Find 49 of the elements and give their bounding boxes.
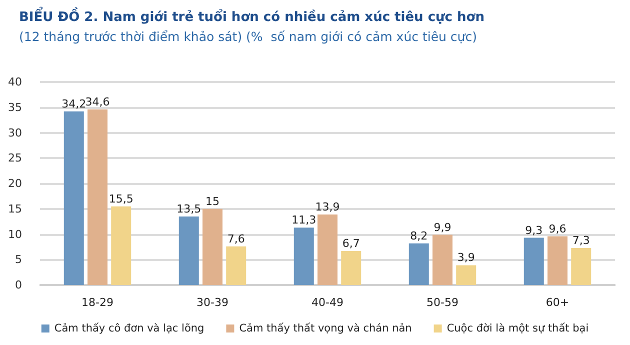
data-label: 9,3 bbox=[525, 224, 543, 237]
bar bbox=[88, 109, 108, 285]
y-tick-label: 20 bbox=[8, 177, 22, 190]
bar bbox=[432, 234, 452, 285]
legend-label: Cuộc đời là một sự thất bại bbox=[446, 322, 589, 334]
data-label: 9,9 bbox=[434, 220, 452, 234]
legend-label: Cảm thấy thất vọng và chán nản bbox=[239, 322, 412, 334]
data-label: 3,9 bbox=[457, 251, 475, 264]
bar bbox=[548, 236, 568, 285]
y-tick-label: 5 bbox=[15, 253, 22, 266]
data-label: 11,3 bbox=[292, 214, 316, 227]
y-tick-label: 30 bbox=[8, 126, 22, 140]
y-tick-label: 10 bbox=[8, 228, 22, 241]
data-label: 7,6 bbox=[227, 232, 245, 246]
bar bbox=[318, 214, 338, 285]
data-label: 15 bbox=[206, 194, 220, 208]
y-tick-label: 40 bbox=[8, 76, 22, 88]
bar bbox=[571, 248, 592, 285]
bar bbox=[178, 216, 199, 285]
data-label: 34,2 bbox=[62, 97, 86, 110]
data-label: 13,9 bbox=[315, 200, 340, 214]
data-label: 9,6 bbox=[548, 222, 566, 236]
y-tick-label: 25 bbox=[8, 152, 22, 165]
legend-label: Cảm thấy cô đơn và lạc lõng bbox=[54, 322, 204, 334]
chart-subtitle: (12 tháng trước thời điểm khảo sát) (% số nam giới có cảm xúc tiêu cực) bbox=[19, 29, 477, 44]
data-label: 34,6 bbox=[85, 95, 110, 108]
bar bbox=[226, 246, 246, 285]
x-tick-label: 40-49 bbox=[312, 296, 344, 309]
data-label: 15,5 bbox=[108, 192, 134, 206]
y-tick-label: 0 bbox=[15, 278, 22, 292]
data-label: 6,7 bbox=[342, 236, 360, 250]
x-tick-label: 50-59 bbox=[426, 296, 458, 309]
x-tick-label: 60+ bbox=[546, 296, 570, 309]
x-tick-label: 30-39 bbox=[196, 296, 228, 309]
x-tick-label: 18-29 bbox=[82, 296, 114, 309]
bar bbox=[524, 238, 544, 285]
data-label: 8,2 bbox=[410, 229, 428, 242]
bar bbox=[111, 206, 132, 285]
bar bbox=[341, 251, 362, 285]
data-label: 7,3 bbox=[572, 234, 590, 247]
bar bbox=[456, 265, 476, 285]
bar bbox=[64, 111, 84, 285]
chart-title: BIỂU ĐỒ 2. Nam giới trẻ tuổi hơn có nhiều cảm xúc tiêu cực hơn bbox=[19, 6, 484, 25]
y-tick-label: 35 bbox=[8, 100, 22, 114]
bar bbox=[408, 243, 429, 285]
bar bbox=[294, 228, 314, 285]
data-label: 13,5 bbox=[176, 202, 202, 216]
bar bbox=[202, 208, 222, 285]
y-tick-label: 15 bbox=[8, 202, 22, 216]
